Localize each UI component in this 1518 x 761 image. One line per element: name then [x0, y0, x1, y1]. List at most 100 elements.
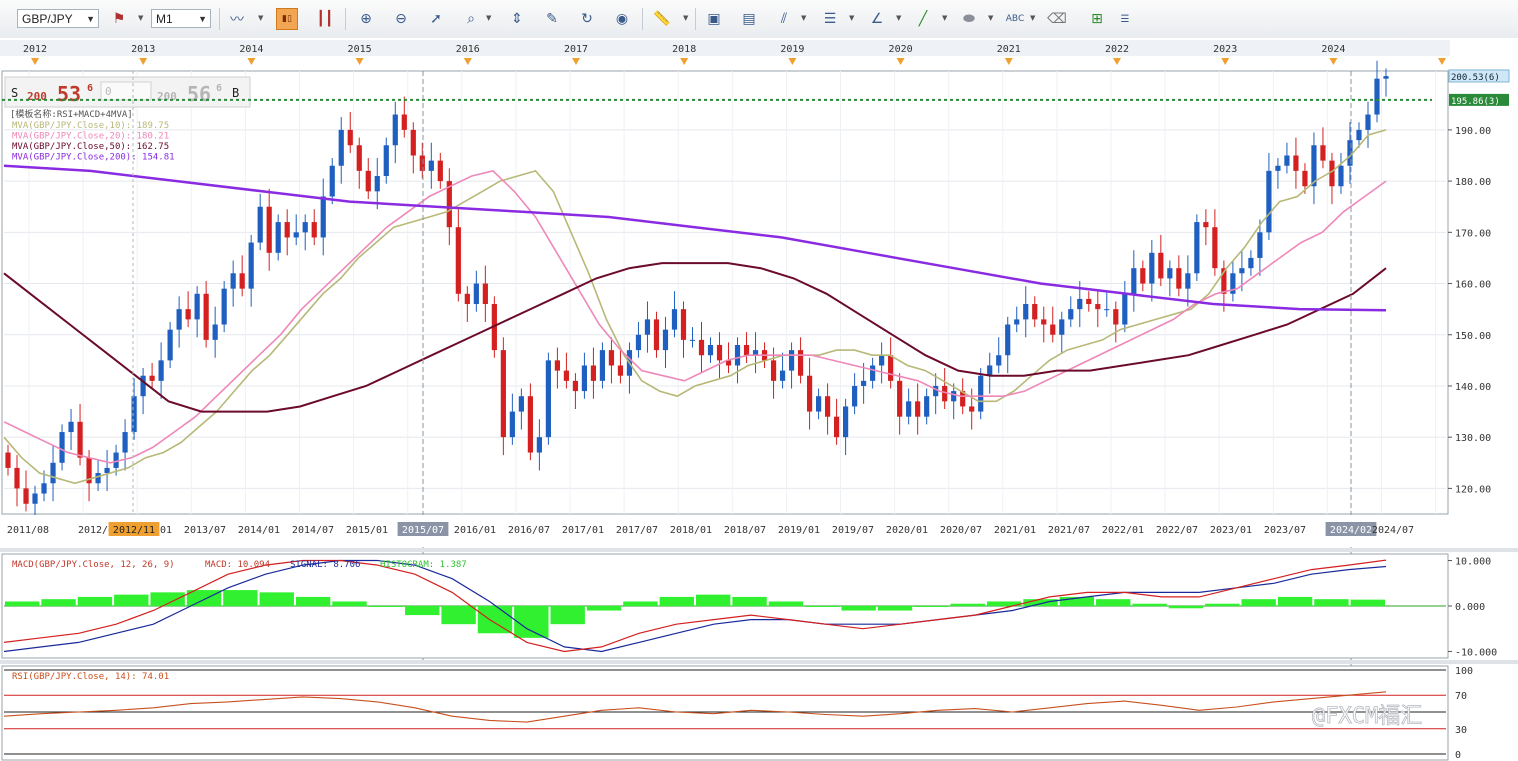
- ruler-icon[interactable]: 📏: [653, 11, 671, 27]
- candle[interactable]: [734, 337, 741, 384]
- candle[interactable]: [464, 286, 470, 322]
- refresh-icon[interactable]: ↻: [581, 11, 593, 27]
- candle[interactable]: [1230, 260, 1236, 302]
- candle[interactable]: [590, 347, 597, 399]
- candle[interactable]: [338, 117, 344, 184]
- candle[interactable]: [383, 137, 389, 184]
- candle[interactable]: [888, 337, 894, 389]
- candle[interactable]: [401, 96, 407, 138]
- ellipse-icon[interactable]: ⬬: [963, 11, 975, 27]
- candle[interactable]: [50, 444, 56, 502]
- pen-icon[interactable]: ╱: [918, 11, 928, 27]
- candle[interactable]: [410, 122, 416, 174]
- candle[interactable]: [347, 111, 353, 153]
- candle[interactable]: [1275, 158, 1281, 189]
- candle[interactable]: [1293, 137, 1299, 189]
- ma-line[interactable]: [3, 164, 1387, 312]
- candle[interactable]: [707, 337, 714, 363]
- candle[interactable]: [1266, 152, 1272, 241]
- candle[interactable]: [140, 368, 146, 415]
- candle[interactable]: [852, 373, 858, 415]
- candle[interactable]: [969, 388, 975, 430]
- candle[interactable]: [644, 301, 651, 353]
- chevron-down-icon[interactable]: ▼: [988, 14, 994, 22]
- candle[interactable]: [843, 398, 849, 456]
- candle[interactable]: [1167, 260, 1173, 297]
- candle[interactable]: [1068, 296, 1074, 328]
- candle[interactable]: [14, 455, 20, 507]
- trend-icon[interactable]: ∠: [870, 11, 884, 27]
- candle[interactable]: [1032, 296, 1038, 328]
- candle[interactable]: [257, 193, 263, 251]
- picture-icon[interactable]: ▣: [707, 11, 721, 27]
- candle[interactable]: [1374, 60, 1380, 123]
- pointer-icon[interactable]: ➚: [430, 11, 442, 27]
- candle[interactable]: [770, 347, 777, 399]
- candle[interactable]: [554, 347, 560, 389]
- candle[interactable]: [897, 373, 903, 435]
- candle[interactable]: [1194, 214, 1200, 281]
- candle[interactable]: [834, 398, 840, 445]
- candle[interactable]: [518, 388, 524, 430]
- candle[interactable]: [1095, 291, 1101, 328]
- candle[interactable]: [419, 142, 425, 179]
- candle[interactable]: [815, 388, 822, 420]
- candle[interactable]: [1023, 286, 1029, 338]
- fit-icon[interactable]: ⇕: [511, 11, 523, 27]
- candle[interactable]: [473, 270, 479, 312]
- text-icon[interactable]: ABC: [1005, 14, 1025, 24]
- candle[interactable]: [1113, 301, 1119, 343]
- chevron-down-icon[interactable]: ▼: [896, 14, 902, 22]
- candle[interactable]: [176, 296, 182, 348]
- candle[interactable]: [906, 388, 912, 425]
- candle[interactable]: [158, 342, 164, 399]
- candle[interactable]: [797, 337, 804, 384]
- line-chart-icon[interactable]: 〰: [230, 12, 244, 28]
- candle[interactable]: [662, 316, 669, 369]
- candle[interactable]: [599, 342, 606, 389]
- candle-chart-icon[interactable]: ▮▯: [276, 8, 298, 30]
- candle[interactable]: [743, 332, 750, 363]
- candle[interactable]: [987, 352, 993, 394]
- candle[interactable]: [275, 214, 281, 261]
- candle[interactable]: [752, 332, 759, 374]
- candle[interactable]: [239, 255, 245, 297]
- candle[interactable]: [212, 306, 218, 358]
- candle[interactable]: [428, 142, 434, 189]
- zoom-out-icon[interactable]: ⊖: [395, 11, 407, 27]
- candle[interactable]: [779, 352, 786, 389]
- macd-signal-line[interactable]: [3, 559, 1387, 653]
- candle[interactable]: [320, 178, 326, 256]
- candle[interactable]: [1041, 306, 1047, 343]
- candle[interactable]: [230, 260, 236, 307]
- candle[interactable]: [725, 342, 732, 374]
- candle[interactable]: [698, 321, 705, 374]
- candle[interactable]: [1050, 306, 1056, 343]
- hierarchy-icon[interactable]: ⊞: [1091, 11, 1103, 27]
- fibonacci-icon[interactable]: ⫽: [780, 11, 788, 27]
- candle[interactable]: [653, 311, 660, 358]
- chevron-down-icon[interactable]: ▼: [138, 14, 144, 22]
- candle[interactable]: [942, 368, 948, 410]
- candle[interactable]: [563, 352, 570, 389]
- candle[interactable]: [806, 357, 813, 430]
- chart-area[interactable]: 2012 2013 2014 2015 2016 2017 2018 2019 2020 2021…: [0, 38, 1518, 761]
- ma-line[interactable]: [3, 129, 1387, 485]
- chevron-down-icon[interactable]: ▼: [942, 14, 948, 22]
- candle[interactable]: [1158, 234, 1164, 287]
- edit-icon[interactable]: ✎: [546, 11, 558, 27]
- candle[interactable]: [68, 409, 74, 450]
- candle[interactable]: [185, 291, 191, 328]
- panels-icon[interactable]: ▤: [742, 11, 756, 27]
- candle[interactable]: [59, 424, 65, 471]
- amount-input[interactable]: [100, 81, 152, 101]
- candle[interactable]: [356, 137, 362, 189]
- candle[interactable]: [824, 383, 831, 435]
- panel-splitter[interactable]: [0, 548, 1518, 552]
- chevron-down-icon[interactable]: ▼: [486, 14, 492, 22]
- candle[interactable]: [1365, 101, 1371, 148]
- candle[interactable]: [329, 158, 335, 205]
- candle[interactable]: [1347, 122, 1353, 184]
- candle[interactable]: [374, 158, 380, 210]
- candle[interactable]: [1059, 311, 1065, 353]
